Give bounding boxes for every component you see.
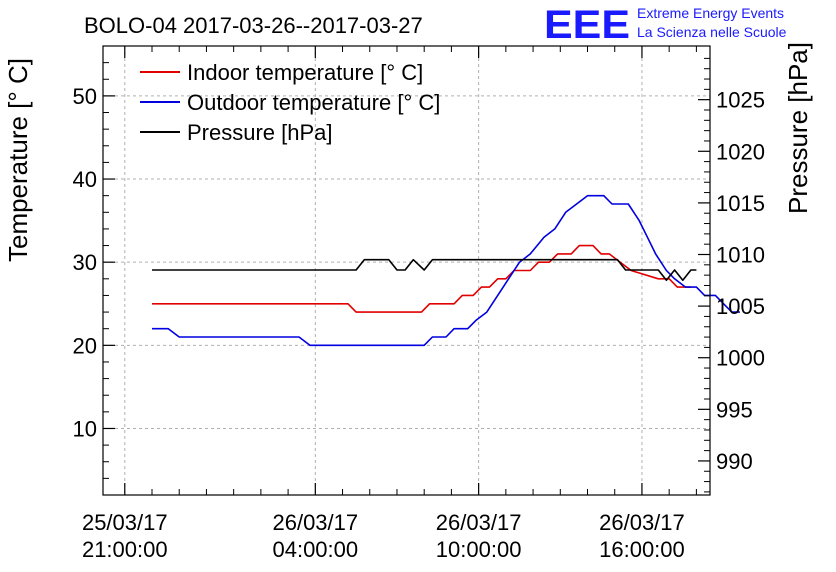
series-line-1	[152, 244, 691, 313]
chart-title: BOLO-04 2017-03-26--2017-03-27	[84, 13, 423, 38]
y-axis-label: Temperature [° C]	[3, 58, 33, 262]
legend-label-3: Pressure [hPa]	[187, 120, 333, 145]
series-line-2	[152, 194, 740, 347]
legend-label-1: Indoor temperature [° C]	[187, 60, 423, 85]
eee-logo-mark: EEE	[544, 3, 630, 47]
x-tick-label-time: 21:00:00	[82, 537, 168, 562]
y2-axis-label: Pressure [hPa]	[783, 42, 813, 214]
plot-frame	[102, 45, 711, 496]
eee-logo-line1: Extreme Energy Events	[637, 5, 784, 21]
eee-logo-line2: La Scienza nelle Scuole	[637, 24, 787, 40]
y-tick-label: 20	[73, 333, 97, 358]
legend-label-2: Outdoor temperature [° C]	[187, 90, 440, 115]
y-tick-label: 50	[73, 84, 97, 109]
x-tick-label-time: 04:00:00	[272, 537, 358, 562]
y2-tick-label: 1015	[716, 191, 765, 216]
y2-tick-label: 1020	[716, 139, 765, 164]
eee-logo: EEE Extreme Energy Events La Scienza nel…	[544, 3, 787, 47]
x-tick-label-time: 10:00:00	[436, 537, 522, 562]
series-layer	[152, 194, 740, 347]
y2-tick-label: 1000	[716, 346, 765, 371]
x-tick-label-date: 26/03/17	[272, 510, 358, 535]
y2-tick-label: 1025	[716, 88, 765, 113]
y2-tick-label: 990	[716, 449, 753, 474]
plot-axes: 1020304050990995100010051010101510201025…	[73, 45, 765, 562]
x-tick-label-date: 26/03/17	[436, 510, 522, 535]
y2-tick-label: 1010	[716, 243, 765, 268]
series-line-3	[152, 258, 697, 282]
x-tick-label-date: 26/03/17	[599, 510, 685, 535]
y-tick-label: 30	[73, 250, 97, 275]
x-tick-label-time: 16:00:00	[599, 537, 685, 562]
x-tick-label-date: 25/03/17	[82, 510, 168, 535]
legend: Indoor temperature [° C] Outdoor temperat…	[140, 60, 440, 145]
y-tick-label: 10	[73, 416, 97, 441]
y-tick-label: 40	[73, 167, 97, 192]
y2-tick-label: 995	[716, 397, 753, 422]
y2-tick-label: 1005	[716, 294, 765, 319]
